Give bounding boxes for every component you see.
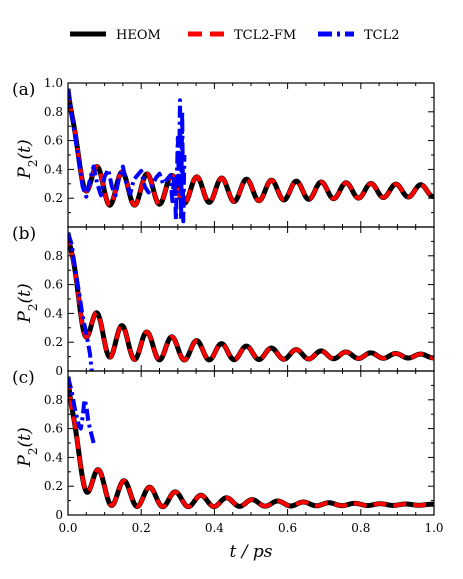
x-tick-label: 0.2 bbox=[132, 521, 151, 535]
panel-0: 0.2 0.4 0.6 0.8 1.0 (a) P2(t) bbox=[12, 76, 435, 228]
y-tick-label: 0.6 bbox=[44, 422, 63, 436]
y-tick-label: 0.8 bbox=[44, 105, 63, 119]
panel-2-series-heom bbox=[68, 376, 434, 510]
y-axis-title: P2(t) bbox=[15, 283, 40, 323]
y-tick-label: 0.2 bbox=[44, 479, 63, 493]
x-tick-label: 0.6 bbox=[278, 521, 297, 535]
y-axis-title: P2(t) bbox=[15, 427, 40, 467]
panel-0-series-tcl2 bbox=[68, 88, 187, 224]
panel-2-series-tcl2 bbox=[68, 376, 96, 444]
legend-label-tcl2-fm: TCL2-FM bbox=[234, 28, 296, 43]
panel-1-series-tcl2 bbox=[68, 232, 94, 371]
panel-2-curves bbox=[68, 376, 434, 510]
legend: HEOM TCL2-FM TCL2 bbox=[70, 28, 400, 43]
panel-label: (a) bbox=[12, 80, 35, 100]
y-tick-label: 0 bbox=[55, 508, 63, 522]
x-tick-label: 0.4 bbox=[205, 521, 224, 535]
panel-label: (c) bbox=[12, 368, 35, 388]
panel-0-curves bbox=[68, 88, 434, 224]
legend-label-tcl2: TCL2 bbox=[364, 28, 400, 43]
panels: 0.2 0.4 0.6 0.8 1.0 (a) P2(t) 0 0.2 0.4 0.6 0.8 (b) P… bbox=[12, 76, 444, 535]
y-tick-label: 0.2 bbox=[44, 191, 63, 205]
y-tick-label: 0.4 bbox=[44, 450, 63, 464]
x-tick-label: 0.0 bbox=[58, 521, 77, 535]
y-tick-label: 0 bbox=[55, 364, 63, 378]
y-tick-label: 1.0 bbox=[44, 76, 63, 90]
y-tick-label: 0.4 bbox=[44, 306, 63, 320]
panel-label: (b) bbox=[12, 224, 36, 244]
x-tick-label: 1.0 bbox=[424, 521, 443, 535]
y-tick-label: 0.6 bbox=[44, 134, 63, 148]
legend-label-heom: HEOM bbox=[116, 28, 161, 43]
x-tick-label: 0.8 bbox=[351, 521, 370, 535]
panel-1-series-tcl2-fm bbox=[68, 232, 434, 362]
y-tick-label: 0.8 bbox=[44, 393, 63, 407]
y-tick-label: 0.8 bbox=[44, 249, 63, 263]
panel-2-series-tcl2-fm bbox=[68, 376, 434, 509]
y-axis-title: P2(t) bbox=[15, 139, 40, 179]
panel-1: 0 0.2 0.4 0.6 0.8 (b) P2(t) bbox=[12, 224, 435, 378]
panel-0-frame bbox=[67, 82, 435, 228]
panel-0-series-tcl2-fm bbox=[68, 88, 434, 208]
x-axis-title: t / ps bbox=[230, 542, 273, 562]
panel-2-frame bbox=[67, 370, 435, 516]
panel-1-curves bbox=[68, 232, 434, 371]
y-tick-label: 0.2 bbox=[44, 335, 63, 349]
y-tick-label: 0.4 bbox=[44, 162, 63, 176]
panel-1-series-heom bbox=[68, 232, 434, 363]
panel-2: 0 0.2 0.4 0.6 0.8 (c) P2(t) bbox=[12, 368, 435, 522]
y-tick-label: 0.6 bbox=[44, 278, 63, 292]
